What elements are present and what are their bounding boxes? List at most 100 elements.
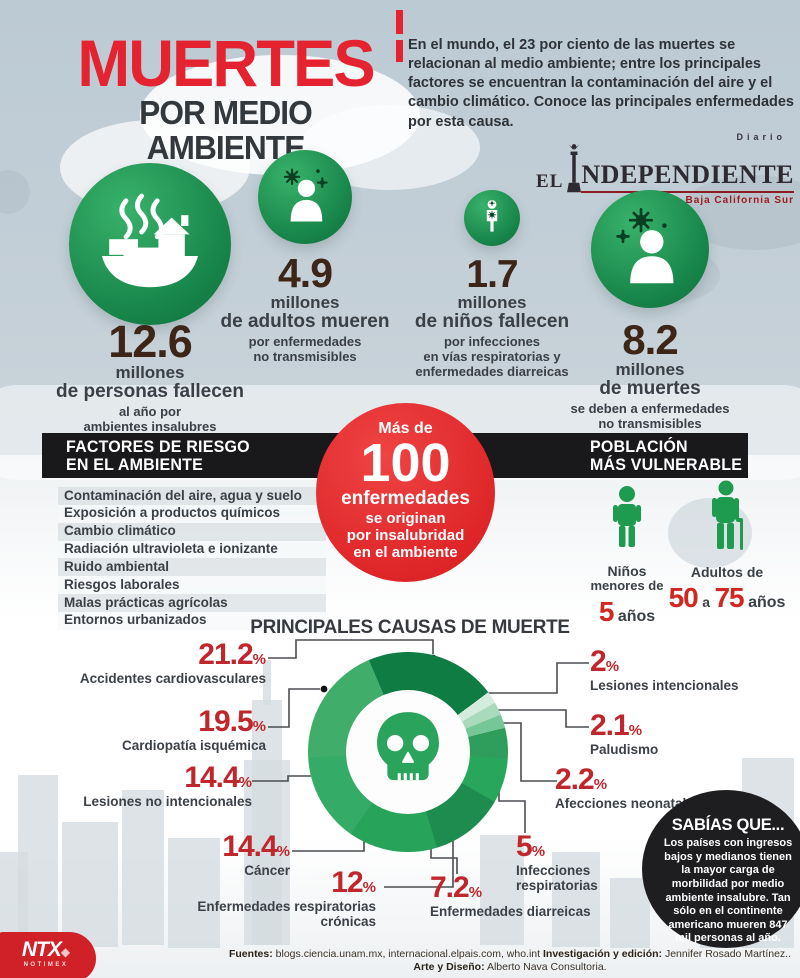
- stat-bold-label: de muertes: [599, 377, 701, 399]
- vulnerable-header: POBLACIÓN MÁS VULNERABLE: [590, 438, 742, 475]
- slice-label-lesiones-intencionales: 2% Lesiones intencionales: [590, 645, 739, 693]
- group-label: menores de: [590, 578, 664, 594]
- risk-factors-header-line2: EN EL AMBIENTE: [66, 456, 203, 475]
- newspaper-logo: Diario EL NDEPENDIENTE Baja California S…: [528, 132, 794, 206]
- monument-icon: [565, 142, 583, 199]
- logo-region: Baja California Sur: [685, 195, 794, 206]
- list-item: Malas prácticas agrícolas: [58, 594, 326, 612]
- vulnerable-header-line2: MÁS VULNERABLE: [590, 456, 743, 475]
- slice-label-infecciones-respiratorias: 5% Infecciones respiratorias: [516, 830, 598, 893]
- slice-label-lesiones-no-intencionales: 14.4% Lesiones no intencionales: [83, 761, 252, 809]
- spark-icon: ◆: [60, 945, 71, 959]
- stat-detail: por infecciones en vías respiratorias y …: [415, 333, 569, 380]
- vulnerable-group-children: Niños menores de 5 años: [576, 485, 678, 628]
- design-label: Arte y Diseño:: [413, 961, 485, 974]
- slice-label-cardiopatia: 19.5% Cardiopatía isquémica: [121, 705, 266, 753]
- age-suffix: años: [617, 607, 656, 625]
- list-item: Contaminación del aire, agua y suelo: [58, 487, 326, 505]
- infected-adult-icon: [258, 150, 352, 244]
- donut-center: [346, 690, 470, 814]
- risk-factors-header: FACTORES DE RIESGO EN EL AMBIENTE: [66, 438, 250, 475]
- sources-label: Fuentes:: [228, 948, 273, 960]
- vulnerable-group-adults: Adultos de 50 a 75 años: [668, 480, 786, 614]
- intro-paragraph: En el mundo, el 23 por ciento de las mue…: [408, 37, 794, 130]
- stat-unit: millones: [615, 360, 685, 379]
- stat-bold-label: de adultos mueren: [220, 310, 390, 332]
- vulnerable-header-line1: POBLACIÓN: [590, 438, 688, 456]
- stat-value: 1.7: [466, 253, 518, 296]
- slice-label-respiratorias-cronicas: 12% Enfermedades respiratorias crónicas: [197, 866, 376, 929]
- stat-child-deaths: 1.7 millones de niños fallecen por infec…: [390, 190, 594, 380]
- age-conjunction: a: [702, 594, 710, 611]
- sources-text: blogs.ciencia.unam.mx, internacional.elp…: [275, 948, 541, 960]
- design-text: Alberto Nava Consultoria.: [486, 961, 607, 974]
- stat-detail: se deben a enfermedades no transmisibles: [570, 400, 730, 432]
- stat-detail: al año por ambientes insalubres: [83, 403, 217, 435]
- skyline-building: [552, 852, 600, 947]
- diseases-line1: Más de: [378, 420, 433, 437]
- stat-unit: millones: [115, 363, 185, 382]
- diseases-line4: por insalubridad: [346, 527, 465, 545]
- diseases-circle: Más de 100 enfermedades se originan por …: [316, 403, 495, 582]
- red-dash-decoration: [396, 10, 403, 34]
- diseases-line5: en el ambiente: [353, 544, 458, 562]
- skyline-building: [168, 838, 220, 948]
- logo-article: EL: [536, 171, 564, 192]
- slice-label-afecciones-neonatales: 2.2% Afecciones neonatales: [555, 763, 702, 811]
- stat-unit: millones: [457, 293, 527, 312]
- chart-title: PRINCIPALES CAUSAS DE MUERTE: [250, 616, 570, 638]
- list-item: Riesgos laborales: [58, 576, 326, 595]
- skyline-building: [610, 878, 650, 948]
- polluting-ship-icon: [69, 163, 231, 325]
- skull-icon: [365, 707, 451, 798]
- slice-label-accidentes: 21.2% Accidentes cardiovasculares: [79, 638, 266, 686]
- did-you-know-title: SABÍAS QUE...: [671, 816, 785, 834]
- group-ages: 50 a 75 años: [668, 582, 786, 614]
- skyline-building: [0, 852, 28, 947]
- logo-name: NDEPENDIENTE: [581, 160, 794, 193]
- research-label: Investigación y edición:: [542, 948, 663, 960]
- stat-bold-label: de niños fallecen: [414, 310, 570, 332]
- stat-value: 12.6: [108, 316, 193, 367]
- ntx-logo: NTX◆ NOTIMEX: [0, 932, 96, 978]
- risk-factors-header-line1: FACTORES DE RIESGO: [66, 438, 250, 456]
- skyline-building: [62, 822, 118, 947]
- age-number: 75: [714, 582, 744, 614]
- list-item: Cambio climático: [58, 522, 326, 541]
- red-dash-decoration: [396, 40, 403, 62]
- list-item: Radiación ultravioleta e ionizante: [58, 540, 326, 559]
- stat-unhealthy-environments: 12.6 millones de personas fallecen al añ…: [45, 163, 255, 434]
- diseases-line3: se originan: [365, 509, 446, 527]
- list-item: Ruido ambiental: [58, 558, 326, 577]
- logo-kicker: Diario: [736, 132, 786, 142]
- skyline-antenna: [263, 660, 271, 705]
- stat-value: 4.9: [278, 250, 333, 296]
- elderly-figure-icon: [668, 480, 786, 561]
- ntx-brand-sub: NOTIMEX: [23, 962, 69, 968]
- infected-adult-icon: [591, 190, 709, 308]
- child-figure-icon: [576, 485, 678, 560]
- age-number: 5: [598, 595, 615, 627]
- stat-bold-label: de personas fallecen: [56, 380, 244, 402]
- age-number: 50: [668, 582, 699, 614]
- group-label-bold: Adultos de: [690, 564, 764, 580]
- stat-detail: por enfermedades no transmisibles: [248, 333, 362, 365]
- did-you-know-circle: SABÍAS QUE... Los países con ingresos ba…: [642, 790, 800, 948]
- group-label-bold: Niños: [607, 563, 647, 579]
- slice-label-paludismo: 2.1% Paludismo: [590, 709, 659, 757]
- did-you-know-body: Los países con ingresos bajos y medianos…: [663, 837, 793, 945]
- infected-child-icon: [464, 190, 520, 246]
- stat-unit: millones: [270, 293, 340, 312]
- stat-value: 8.2: [622, 316, 678, 363]
- diseases-line2: enfermedades: [341, 487, 470, 509]
- age-suffix: años: [748, 594, 786, 612]
- credits-line: Fuentes: blogs.ciencia.unam.mx, internac…: [225, 948, 795, 974]
- slice-label-cancer: 14.4% Cáncer: [222, 830, 290, 878]
- title-muertes: MUERTES: [77, 26, 375, 100]
- group-ages: 5 años: [576, 596, 678, 628]
- stat-noncommunicable-deaths: 8.2 millones de muertes se deben a enfer…: [548, 190, 752, 431]
- research-text: Jennifer Rosado Martínez..: [664, 948, 791, 960]
- page-title: MUERTES POR MEDIO AMBIENTE: [58, 30, 393, 165]
- skyline-building: [244, 760, 290, 945]
